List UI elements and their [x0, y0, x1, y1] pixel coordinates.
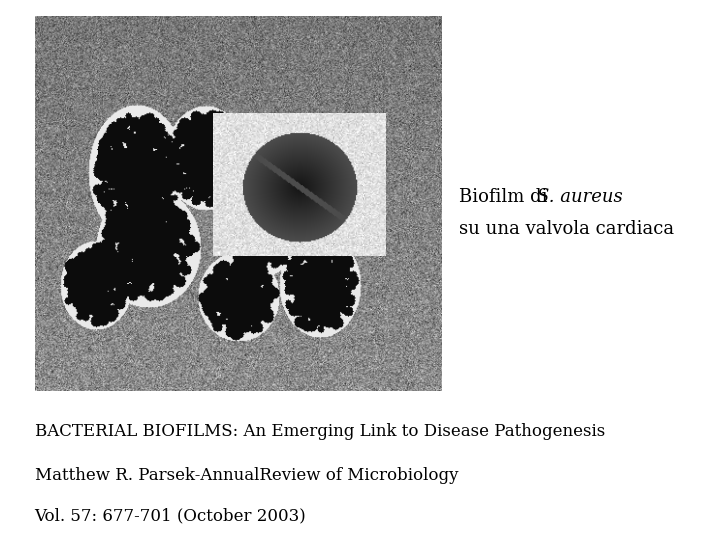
Text: S. aureus: S. aureus — [537, 188, 623, 206]
Text: su una valvola cardiaca: su una valvola cardiaca — [459, 220, 675, 239]
Text: Matthew R. Parsek-AnnualReview of Microbiology: Matthew R. Parsek-AnnualReview of Microb… — [35, 467, 458, 484]
Text: Biofilm di: Biofilm di — [459, 188, 554, 206]
Text: BACTERIAL BIOFILMS: An Emerging Link to Disease Pathogenesis: BACTERIAL BIOFILMS: An Emerging Link to … — [35, 423, 605, 441]
Text: Vol. 57: 677-701 (October 2003): Vol. 57: 677-701 (October 2003) — [35, 507, 306, 524]
